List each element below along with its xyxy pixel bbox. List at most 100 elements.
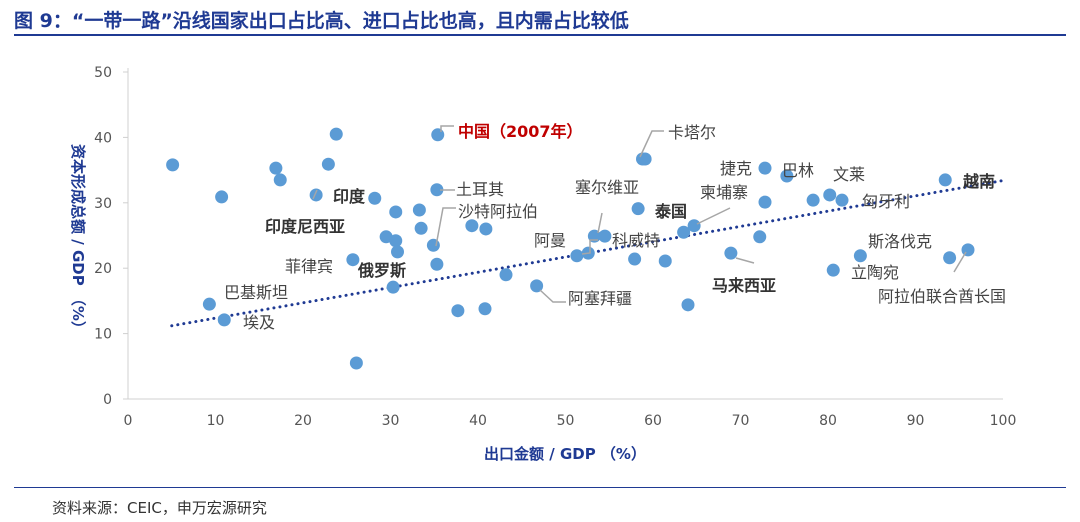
data-point — [853, 249, 867, 263]
data-point — [570, 249, 584, 263]
data-point — [499, 268, 513, 282]
leader-line — [597, 212, 603, 234]
leader-line — [696, 207, 731, 225]
leader-line — [639, 130, 664, 158]
x-tick-label: 40 — [469, 413, 487, 429]
y-tick-label: 50 — [94, 65, 112, 81]
x-tick-label: 60 — [644, 413, 662, 429]
data-point — [269, 161, 283, 175]
data-point — [658, 254, 672, 268]
leader-line — [735, 257, 755, 264]
data-point — [758, 195, 772, 209]
point-label: 阿塞拜疆 — [568, 289, 632, 308]
source-note: 资料来源：CEIC，申万宏源研究 — [52, 499, 267, 517]
data-point — [391, 245, 404, 259]
data-point — [202, 297, 216, 311]
x-tick-label: 50 — [557, 413, 575, 429]
y-axis-title: 资本形成总额 / GDP （%） — [69, 144, 87, 336]
data-point — [431, 128, 445, 142]
data-point — [823, 188, 837, 202]
y-tick-label: 30 — [94, 196, 112, 212]
point-label: 土耳其 — [456, 180, 504, 199]
data-point — [430, 257, 444, 271]
point-label: 巴基斯坦 — [224, 283, 288, 302]
point-label: 巴林 — [782, 161, 814, 180]
x-tick-label: 90 — [907, 413, 925, 429]
data-point — [530, 279, 544, 293]
point-label: 卡塔尔 — [668, 123, 716, 142]
x-tick-label: 30 — [382, 413, 400, 429]
data-point — [806, 193, 820, 207]
point-label: 越南 — [962, 172, 995, 191]
title-rule — [14, 34, 1066, 36]
point-label: 印度尼西亚 — [265, 217, 345, 236]
data-point — [412, 203, 426, 217]
x-tick-label: 100 — [990, 413, 1017, 429]
data-point — [430, 183, 444, 197]
data-point — [638, 152, 652, 166]
x-tick-label: 20 — [294, 413, 312, 429]
y-tick-label: 20 — [94, 261, 112, 277]
data-point — [479, 222, 493, 236]
leader-line — [953, 251, 967, 273]
data-point — [349, 356, 363, 370]
data-point — [677, 225, 691, 239]
data-point — [961, 243, 975, 257]
point-label: 斯洛伐克 — [868, 232, 932, 251]
data-point — [386, 280, 400, 294]
data-point — [389, 234, 403, 248]
data-point — [329, 127, 343, 141]
point-label: 俄罗斯 — [357, 261, 406, 280]
data-point — [631, 202, 645, 216]
point-label: 埃及 — [243, 313, 275, 332]
leader-line — [440, 125, 454, 132]
data-point — [389, 205, 403, 219]
data-point — [368, 191, 382, 205]
point-label: 匈牙利 — [862, 192, 910, 211]
data-point — [346, 253, 360, 267]
data-point — [217, 313, 231, 327]
x-axis-title: 出口金额 / GDP （%） — [484, 445, 646, 463]
point-label: 印度 — [333, 187, 366, 206]
point-label: 中国（2007年） — [458, 122, 583, 141]
data-point — [426, 238, 440, 252]
data-point — [835, 193, 849, 207]
point-label: 马来西亚 — [712, 276, 776, 295]
data-point — [938, 173, 952, 187]
point-label: 菲律宾 — [285, 257, 333, 276]
data-point — [753, 230, 767, 244]
point-label: 阿曼 — [534, 231, 566, 250]
data-point — [758, 161, 772, 175]
point-label: 沙特阿拉伯 — [458, 202, 538, 221]
data-point — [215, 190, 229, 204]
footer-rule — [14, 487, 1066, 488]
leader-line — [435, 207, 456, 247]
y-tick-label: 40 — [94, 130, 112, 146]
point-label: 科威特 — [612, 231, 660, 250]
data-point — [724, 246, 738, 260]
point-label: 塞尔维亚 — [575, 178, 639, 197]
point-label: 捷克 — [720, 159, 752, 178]
x-tick-label: 0 — [124, 413, 133, 429]
data-point — [321, 157, 335, 171]
leader-line — [581, 239, 598, 255]
point-label: 柬埔寨 — [700, 183, 748, 202]
data-point — [478, 302, 492, 316]
point-label: 泰国 — [654, 202, 687, 221]
data-point — [166, 158, 180, 172]
data-point — [681, 298, 695, 312]
figure-title: 图 9：“一带一路”沿线国家出口占比高、进口占比也高，且内需占比较低 — [14, 10, 629, 32]
leader-line — [312, 189, 318, 200]
y-tick-label: 0 — [103, 392, 112, 408]
point-label: 立陶宛 — [851, 263, 899, 282]
data-point — [826, 263, 840, 277]
x-tick-label: 80 — [819, 413, 837, 429]
data-point — [687, 219, 701, 233]
data-point — [273, 173, 287, 187]
data-point — [780, 169, 794, 183]
data-point — [414, 221, 428, 235]
point-label: 阿拉伯联合酋长国 — [878, 287, 1006, 306]
y-tick-label: 10 — [94, 327, 112, 343]
data-point — [451, 304, 465, 318]
